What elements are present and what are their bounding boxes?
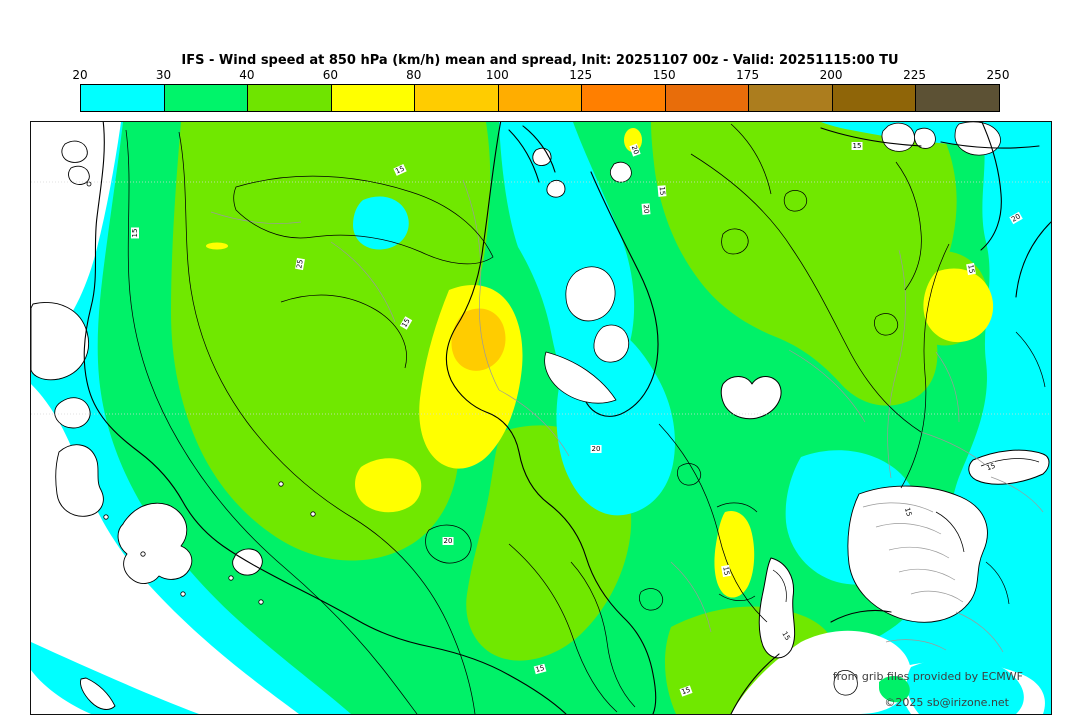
colorbar-tick-30: 30 (155, 68, 172, 82)
colorbar-tick-200: 200 (819, 68, 843, 82)
colorbar-segment-10 (916, 85, 1000, 111)
colorbar-segment-0 (81, 85, 165, 111)
wind-speed-map (31, 122, 1051, 714)
colorbar-tick-125: 125 (569, 68, 593, 82)
border-layer (210, 179, 1044, 653)
colorbar-segment-5 (498, 85, 583, 111)
colorbar-tick-150: 150 (652, 68, 676, 82)
colorbar-tick-225: 225 (903, 68, 926, 82)
white-feature-layer (31, 122, 1050, 714)
colorbar-segment-4 (415, 85, 499, 111)
colorbar-segment-3 (331, 85, 416, 111)
credit-source: from grib files provided by ECMWF (832, 670, 1023, 683)
colorbar-tick-100: 100 (485, 68, 509, 82)
colorbar (80, 84, 1000, 112)
colorbar-segment-1 (164, 85, 249, 111)
colorbar-segment-8 (749, 85, 833, 111)
page-title: IFS - Wind speed at 850 hPa (km/h) mean … (181, 53, 899, 68)
colorbar-tick-250: 250 (986, 68, 1010, 82)
green-fill-layer (97, 122, 990, 714)
colorbar-segment-6 (582, 85, 666, 111)
graticule-layer (31, 181, 1051, 415)
map-area: 15 25 15 15 20 15 20 15 20 15 20 20 15 15 15 15 15 15 fro… (30, 121, 1052, 715)
yellow-fill-layer (206, 128, 994, 598)
contour-layer (125, 123, 1046, 714)
colorbar-segment-2 (248, 85, 332, 111)
colorbar-tick-60: 60 (322, 68, 338, 82)
colorbar-tick-175: 175 (736, 68, 760, 82)
colorbar-segment-9 (832, 85, 917, 111)
colorbar-tick-row: 20 30 40 60 80 100 125 150 175 200 225 250 (72, 68, 1009, 82)
coastline-layer (83, 122, 1051, 714)
colorbar-tick-40: 40 (239, 68, 255, 82)
colorbar-segment-7 (665, 85, 750, 111)
credit-copyright: ©2025 sb@irizone.net (884, 696, 1009, 709)
colorbar-tick-80: 80 (406, 68, 422, 82)
colorbar-tick-20: 20 (72, 68, 88, 82)
